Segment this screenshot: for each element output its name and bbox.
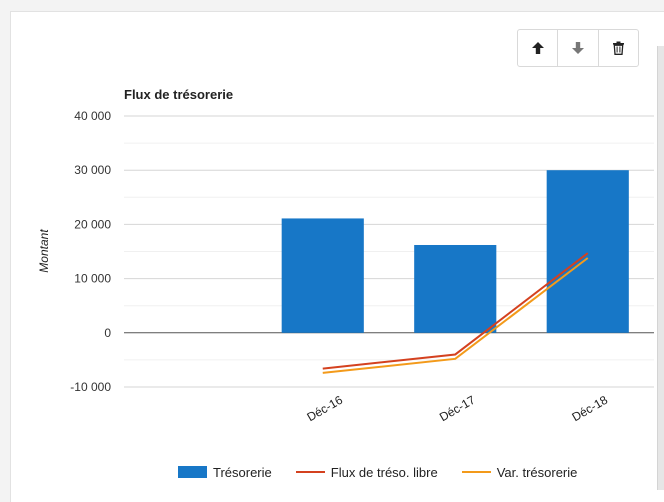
legend-label-var-tresorerie: Var. trésorerie — [496, 464, 578, 480]
x-tick-label: Déc-17 — [437, 393, 478, 425]
legend-item-tresorerie[interactable]: Trésorerie — [178, 465, 272, 480]
widget-toolbar — [517, 29, 639, 67]
chart-title: Flux de trésorerie — [124, 87, 234, 102]
trash-icon — [612, 41, 624, 55]
bar-2[interactable] — [414, 244, 497, 333]
series-line-1[interactable] — [322, 252, 589, 370]
legend-label-tresorerie: Trésorerie — [213, 464, 272, 480]
legend-swatch-var-tresorerie — [461, 471, 491, 473]
y-tick-label: 0 — [104, 326, 111, 340]
y-tick-label: 10 000 — [74, 272, 111, 286]
bar-3[interactable] — [546, 170, 629, 333]
x-tick-label: Déc-18 — [569, 393, 610, 425]
chart-legend: Trésorerie Flux de tréso. libre Var. tré… — [178, 463, 601, 481]
y-tick-label: 30 000 — [74, 163, 111, 177]
y-tick-label: 20 000 — [74, 217, 111, 231]
delete-button[interactable] — [599, 30, 638, 66]
legend-swatch-tresorerie — [178, 466, 207, 478]
move-up-button[interactable] — [518, 30, 559, 66]
bar-1[interactable] — [281, 218, 364, 333]
cash-flow-chart: 40 000 30 000 20 000 10 000 0 -10 000 Montant D… — [37, 109, 654, 425]
legend-item-var-tresorerie[interactable]: Var. trésorerie — [461, 464, 578, 480]
legend-item-flux-libre[interactable]: Flux de tréso. libre — [295, 464, 438, 480]
y-tick-label: 40 000 — [74, 109, 111, 123]
legend-label-flux-libre: Flux de tréso. libre — [330, 464, 438, 480]
move-down-button[interactable] — [558, 30, 599, 66]
y-tick-label: -10 000 — [70, 380, 111, 394]
y-axis-label: Montant — [37, 229, 51, 273]
series-line-2[interactable] — [322, 257, 589, 374]
arrow-down-icon — [571, 42, 584, 54]
arrow-up-icon — [531, 42, 544, 54]
x-tick-label: Déc-16 — [304, 393, 345, 425]
scrollbar[interactable] — [657, 46, 664, 490]
legend-swatch-flux-libre — [295, 471, 325, 473]
